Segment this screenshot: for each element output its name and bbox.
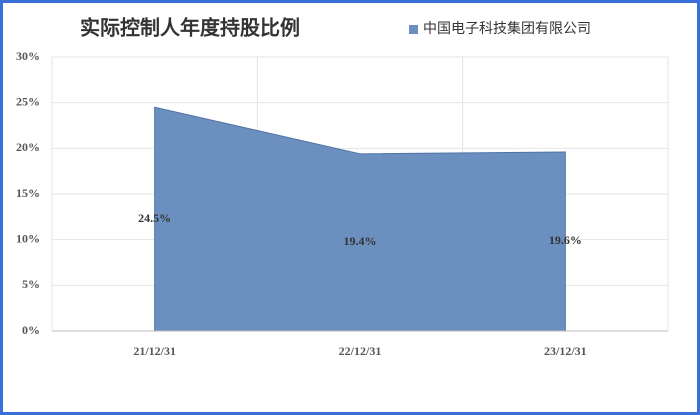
x-tick-label: 23/12/31 bbox=[544, 344, 587, 358]
y-tick-label: 20% bbox=[16, 140, 40, 154]
chart-title: 实际控制人年度持股比例 bbox=[80, 16, 300, 40]
data-label: 19.6% bbox=[549, 233, 582, 247]
x-tick-label: 21/12/31 bbox=[133, 344, 176, 358]
y-tick-label: 5% bbox=[22, 277, 40, 291]
data-label: 24.5% bbox=[138, 211, 171, 225]
y-tick-label: 25% bbox=[16, 94, 40, 108]
y-tick-label: 10% bbox=[16, 231, 40, 245]
x-tick-label: 22/12/31 bbox=[339, 344, 382, 358]
legend-label: 中国电子科技集团有限公司 bbox=[423, 20, 591, 37]
y-tick-label: 15% bbox=[16, 186, 40, 200]
y-tick-label: 0% bbox=[22, 323, 40, 337]
y-tick-label: 30% bbox=[16, 49, 40, 63]
legend-swatch bbox=[409, 25, 418, 34]
data-label: 19.4% bbox=[344, 234, 377, 248]
